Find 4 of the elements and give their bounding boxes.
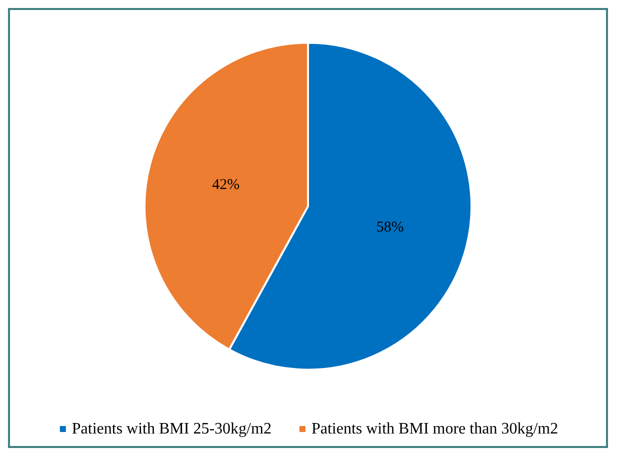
data-label: 58% [376, 219, 404, 236]
legend-label: Patients with BMI 25-30kg/m2 [72, 420, 272, 438]
data-label: 42% [212, 177, 240, 194]
legend-label: Patients with BMI more than 30kg/m2 [311, 420, 558, 438]
